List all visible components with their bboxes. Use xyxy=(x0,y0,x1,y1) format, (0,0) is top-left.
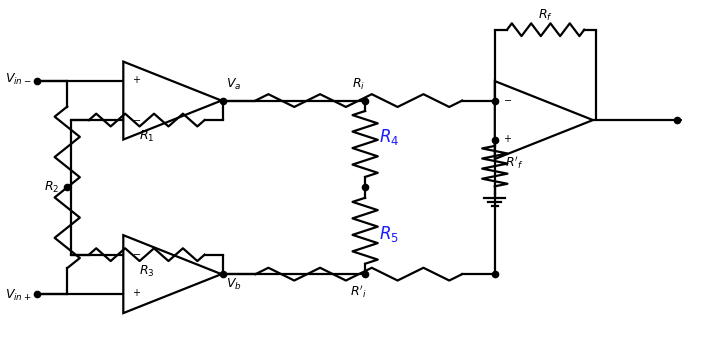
Text: $-$: $-$ xyxy=(132,114,141,124)
Text: $V_{in-}$: $V_{in-}$ xyxy=(5,72,32,87)
Text: $+$: $+$ xyxy=(503,132,512,144)
Text: $+$: $+$ xyxy=(132,74,141,85)
Text: $R_3$: $R_3$ xyxy=(139,263,155,278)
Text: $R'_f$: $R'_f$ xyxy=(505,154,524,171)
Text: $-$: $-$ xyxy=(503,94,513,104)
Text: $R_4$: $R_4$ xyxy=(379,127,399,147)
Text: $R_1$: $R_1$ xyxy=(139,129,154,144)
Text: $R'_i$: $R'_i$ xyxy=(351,283,367,300)
Text: $V_b$: $V_b$ xyxy=(227,277,242,292)
Text: $V_{in+}$: $V_{in+}$ xyxy=(5,288,32,303)
Text: $R_f$: $R_f$ xyxy=(538,8,553,23)
Text: $-$: $-$ xyxy=(132,248,141,258)
Text: $R_2$: $R_2$ xyxy=(44,180,59,195)
Text: $R_i$: $R_i$ xyxy=(352,77,366,92)
Text: $V_a$: $V_a$ xyxy=(227,77,242,92)
Text: $R_5$: $R_5$ xyxy=(379,224,399,244)
Text: $+$: $+$ xyxy=(132,287,141,298)
